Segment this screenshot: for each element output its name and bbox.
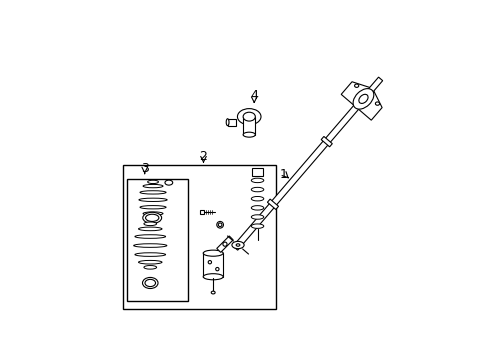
Ellipse shape (133, 244, 166, 247)
Ellipse shape (140, 206, 166, 209)
Ellipse shape (145, 279, 155, 287)
Ellipse shape (223, 242, 226, 246)
Ellipse shape (142, 278, 158, 288)
Polygon shape (368, 77, 382, 92)
Bar (251, 168, 263, 176)
Ellipse shape (251, 215, 263, 219)
Ellipse shape (145, 214, 159, 221)
Polygon shape (341, 82, 381, 120)
Ellipse shape (147, 216, 158, 219)
Polygon shape (267, 199, 278, 210)
Bar (127, 179, 188, 301)
Ellipse shape (251, 224, 263, 228)
Polygon shape (216, 236, 233, 252)
Text: 1: 1 (279, 168, 287, 181)
Polygon shape (321, 136, 332, 147)
Ellipse shape (203, 250, 223, 256)
Polygon shape (232, 104, 359, 250)
Ellipse shape (251, 197, 263, 201)
Ellipse shape (142, 212, 162, 223)
Ellipse shape (143, 222, 156, 226)
Ellipse shape (358, 94, 367, 103)
Bar (123, 165, 275, 309)
Ellipse shape (226, 119, 228, 126)
Ellipse shape (138, 227, 162, 231)
Ellipse shape (236, 244, 239, 246)
Bar (243, 117, 255, 135)
Ellipse shape (164, 180, 172, 185)
Ellipse shape (143, 184, 163, 188)
Ellipse shape (139, 198, 167, 202)
Text: 2: 2 (199, 150, 207, 163)
Text: 3: 3 (141, 162, 148, 175)
Ellipse shape (216, 221, 223, 228)
Ellipse shape (138, 260, 162, 264)
Ellipse shape (203, 274, 223, 280)
Ellipse shape (143, 266, 156, 269)
Ellipse shape (135, 253, 165, 256)
Ellipse shape (251, 187, 263, 192)
Ellipse shape (243, 112, 255, 121)
Ellipse shape (251, 178, 263, 183)
Ellipse shape (231, 241, 244, 249)
Ellipse shape (140, 191, 166, 194)
Ellipse shape (147, 180, 158, 184)
Ellipse shape (375, 102, 379, 105)
Bar (203, 253, 223, 277)
Ellipse shape (237, 109, 261, 125)
Ellipse shape (211, 291, 215, 294)
Ellipse shape (354, 84, 358, 87)
Bar (200, 210, 204, 214)
Ellipse shape (251, 206, 263, 210)
Ellipse shape (143, 212, 163, 215)
Bar (227, 118, 235, 126)
Text: 4: 4 (250, 89, 258, 102)
Ellipse shape (243, 132, 255, 137)
Ellipse shape (352, 89, 373, 109)
Ellipse shape (135, 235, 165, 238)
Ellipse shape (218, 223, 222, 226)
Ellipse shape (215, 267, 219, 271)
Ellipse shape (208, 261, 211, 264)
